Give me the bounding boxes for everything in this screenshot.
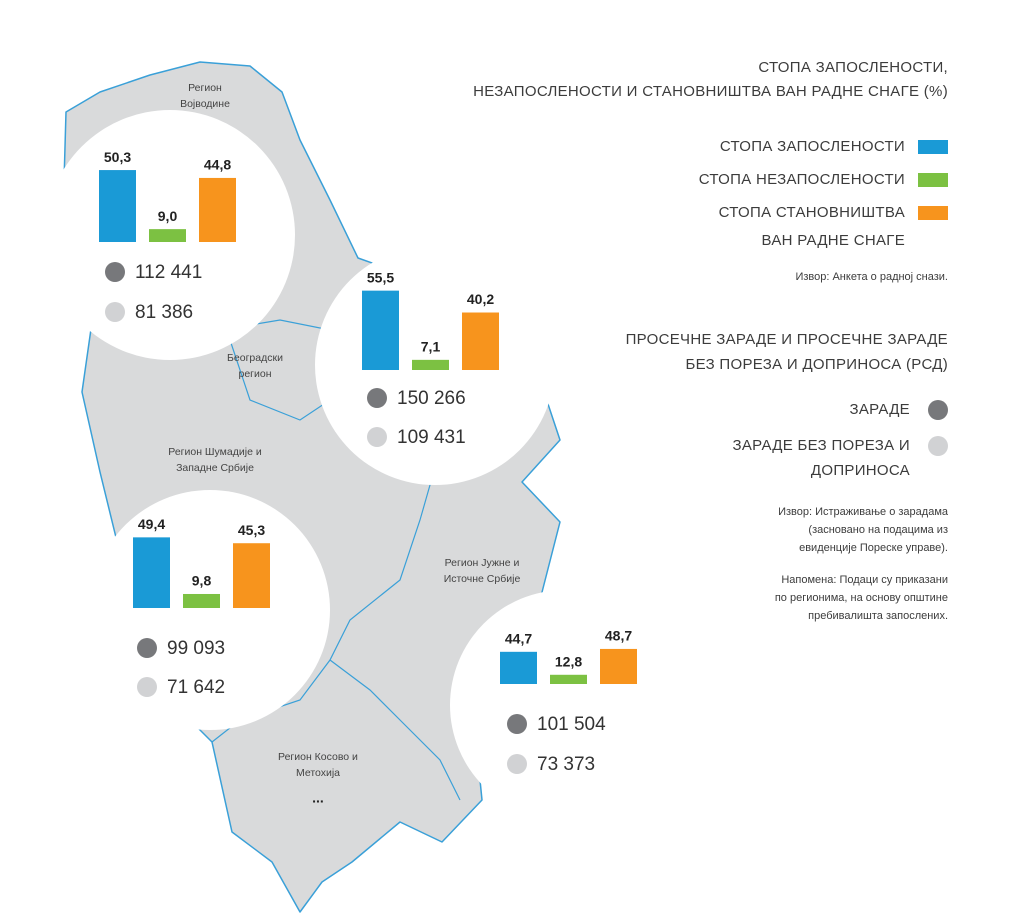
bar bbox=[133, 537, 170, 608]
bar-label: 9,0 bbox=[158, 208, 178, 224]
source: Извор: Анкета о радној снази. bbox=[795, 271, 948, 283]
note: Напомена: Подаци су приказани bbox=[781, 574, 948, 586]
legend-label: ДОПРИНОСА bbox=[811, 462, 910, 479]
bar-label: 7,1 bbox=[421, 339, 441, 355]
wage-value: 73 373 bbox=[537, 754, 595, 775]
note: пребивалишта запослених. bbox=[808, 610, 948, 622]
wage-dot bbox=[367, 388, 387, 408]
source: евиденције Пореске управе). bbox=[799, 542, 948, 554]
region-name: Метохија bbox=[296, 767, 340, 779]
legend-label: СТОПА ЗАПОСЛЕНОСТИ bbox=[720, 138, 905, 155]
bar-label: 55,5 bbox=[367, 269, 394, 285]
region-placeholder: ... bbox=[312, 790, 324, 806]
wage-dot bbox=[137, 677, 157, 697]
wage-dot bbox=[507, 754, 527, 774]
region-name: Регион Косово и bbox=[278, 751, 358, 763]
wage-value: 81 386 bbox=[135, 302, 193, 323]
bar-label: 45,3 bbox=[238, 522, 265, 538]
wage-value: 150 266 bbox=[397, 388, 466, 409]
bar bbox=[362, 290, 399, 370]
legend-title: СТОПА ЗАПОСЛЕНОСТИ, bbox=[758, 59, 948, 76]
source: (засновано на подацима из bbox=[808, 524, 948, 536]
wage-value: 101 504 bbox=[537, 714, 606, 735]
bar bbox=[149, 229, 186, 242]
bar bbox=[462, 312, 499, 370]
legend-swatch bbox=[918, 206, 948, 220]
wage-value: 112 441 bbox=[135, 262, 202, 283]
note: по регионима, на основу општине bbox=[775, 592, 948, 604]
bar bbox=[99, 170, 136, 242]
bar bbox=[550, 674, 587, 684]
bar-label: 44,8 bbox=[204, 157, 231, 173]
bar bbox=[183, 593, 220, 608]
region-circle bbox=[450, 590, 680, 820]
bar-label: 9,8 bbox=[192, 573, 212, 589]
region-name: Војводине bbox=[180, 98, 230, 110]
legend-label: СТОПА СТАНОВНИШТВА bbox=[719, 204, 905, 221]
region-name: Западне Србије bbox=[176, 462, 254, 474]
region-name: Источне Србије bbox=[444, 573, 521, 585]
wage-value: 109 431 bbox=[397, 427, 466, 448]
legend-swatch bbox=[918, 140, 948, 154]
bar-label: 49,4 bbox=[138, 516, 165, 532]
bar-label: 48,7 bbox=[605, 628, 632, 644]
bar bbox=[500, 651, 537, 684]
bar bbox=[600, 648, 637, 684]
bar bbox=[233, 543, 270, 608]
legend-swatch bbox=[918, 173, 948, 187]
region-name: Регион Јужне и bbox=[445, 557, 520, 569]
region-name: Регион Шумадије и bbox=[168, 446, 262, 458]
bar-label: 44,7 bbox=[505, 631, 532, 647]
legend-label: ЗАРАДЕ bbox=[849, 401, 910, 418]
bar bbox=[199, 177, 236, 242]
region-name: регион bbox=[238, 368, 271, 380]
legend-dot bbox=[928, 436, 948, 456]
wage-dot bbox=[507, 714, 527, 734]
bar-label: 40,2 bbox=[467, 291, 494, 307]
region-name: Београдски bbox=[227, 352, 283, 364]
wage-value: 99 093 bbox=[167, 638, 225, 659]
legend-dot bbox=[928, 400, 948, 420]
wage-dot bbox=[105, 262, 125, 282]
legend-label: ВАН РАДНЕ СНАГЕ bbox=[762, 232, 905, 249]
wage-dot bbox=[137, 638, 157, 658]
bar bbox=[412, 359, 449, 370]
wage-dot bbox=[105, 302, 125, 322]
legend-label: СТОПА НЕЗАПОСЛЕНОСТИ bbox=[699, 171, 905, 188]
bar-label: 12,8 bbox=[555, 653, 582, 669]
wage-dot bbox=[367, 427, 387, 447]
legend-title: НЕЗАПОСЛЕНОСТИ И СТАНОВНИШТВА ВАН РАДНЕ … bbox=[473, 83, 948, 100]
legend-label: ЗАРАДЕ БЕЗ ПОРЕЗА И bbox=[733, 437, 911, 454]
bar-label: 50,3 bbox=[104, 149, 131, 165]
legend-title: БЕЗ ПОРЕЗА И ДОПРИНОСА (РСД) bbox=[685, 356, 948, 373]
region-border bbox=[329, 659, 461, 801]
source: Извор: Истраживање о зарадама bbox=[778, 506, 949, 518]
legend-title: ПРОСЕЧНЕ ЗАРАДЕ И ПРОСЕЧНЕ ЗАРАДЕ bbox=[626, 331, 948, 348]
wage-value: 71 642 bbox=[167, 677, 225, 698]
region-name: Регион bbox=[188, 82, 222, 94]
